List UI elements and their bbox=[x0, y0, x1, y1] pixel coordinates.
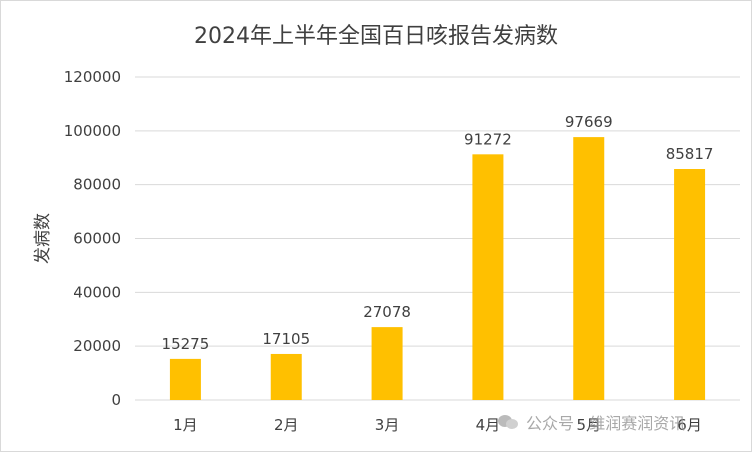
x-tick-label: 2月 bbox=[274, 416, 299, 434]
bar bbox=[674, 169, 706, 400]
y-tick-label: 80000 bbox=[73, 176, 121, 194]
y-tick-label: 40000 bbox=[73, 283, 121, 301]
bar bbox=[472, 154, 504, 400]
watermark-text: 公众号 · 维润赛润资讯 bbox=[526, 414, 686, 433]
y-tick-label: 20000 bbox=[73, 337, 121, 355]
data-label: 91272 bbox=[464, 130, 512, 148]
x-tick-label: 6月 bbox=[677, 416, 702, 434]
data-label: 27078 bbox=[363, 303, 411, 321]
x-tick-label: 5月 bbox=[576, 416, 601, 434]
bar bbox=[371, 327, 403, 400]
x-tick-label: 1月 bbox=[173, 416, 198, 434]
y-tick-label: 60000 bbox=[73, 230, 121, 248]
wechat-icon bbox=[498, 413, 520, 431]
watermark: 公众号 · 维润赛润资讯 bbox=[498, 410, 685, 434]
bar bbox=[169, 358, 201, 400]
bar bbox=[270, 353, 302, 400]
x-tick-label: 4月 bbox=[476, 416, 501, 434]
chart-title: 2024年上半年全国百日咳报告发病数 bbox=[194, 24, 558, 49]
y-axis-title: 发病数 bbox=[33, 213, 53, 264]
data-label: 85817 bbox=[666, 145, 714, 163]
y-tick-label: 100000 bbox=[64, 122, 121, 140]
x-tick-label: 3月 bbox=[375, 416, 400, 434]
y-tick-label: 120000 bbox=[64, 68, 121, 86]
y-tick-label: 0 bbox=[111, 391, 121, 409]
data-label: 97669 bbox=[565, 113, 613, 131]
data-label: 15275 bbox=[162, 335, 210, 353]
data-label: 17105 bbox=[262, 330, 310, 348]
bar bbox=[573, 137, 605, 400]
